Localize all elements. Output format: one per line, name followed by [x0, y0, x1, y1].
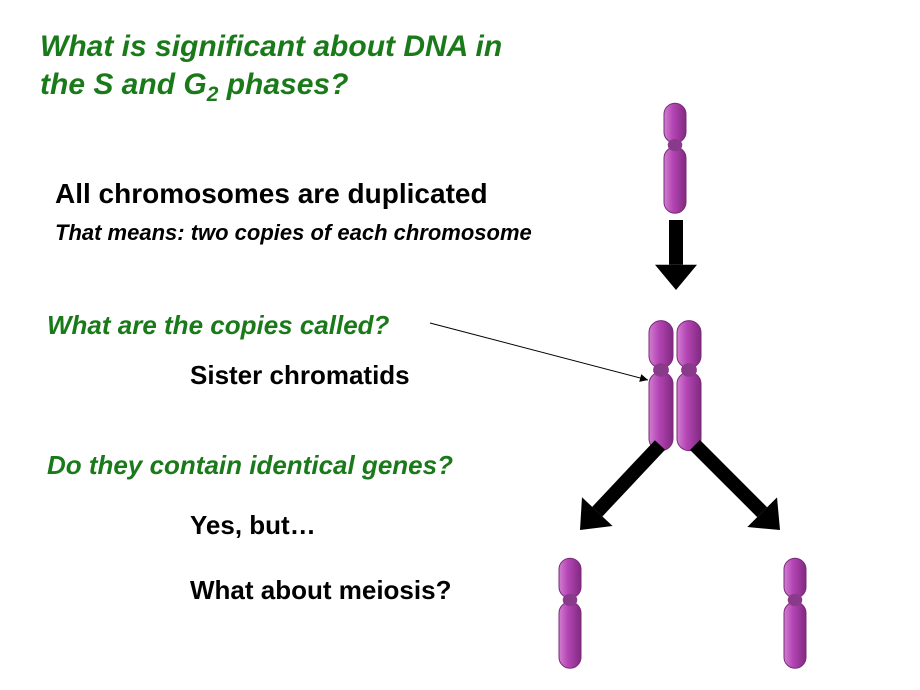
- chromosome-diagram: [0, 0, 920, 690]
